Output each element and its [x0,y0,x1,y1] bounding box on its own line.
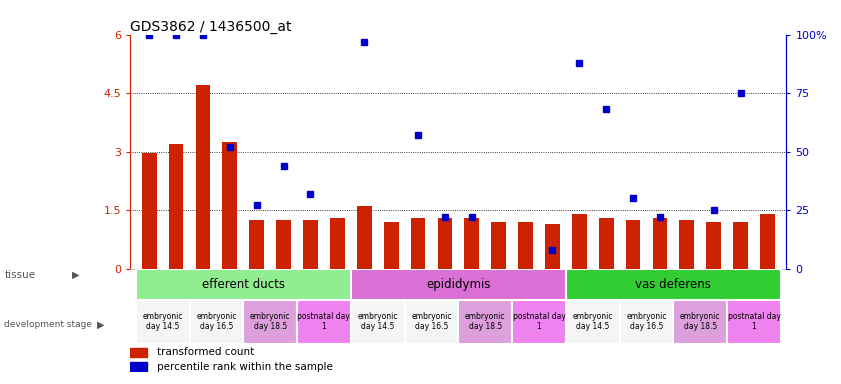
Bar [303,220,318,268]
Text: GDS3862 / 1436500_at: GDS3862 / 1436500_at [130,20,292,33]
Bar [169,144,183,268]
Text: percentile rank within the sample: percentile rank within the sample [156,362,332,372]
Bar [518,222,533,268]
Bar [566,268,781,300]
Text: embryonic
day 16.5: embryonic day 16.5 [627,312,667,331]
Text: transformed count: transformed count [156,348,254,358]
Bar [383,222,399,268]
Bar [189,300,243,344]
Text: embryonic
day 14.5: embryonic day 14.5 [142,312,182,331]
Bar [405,300,458,344]
Bar [674,300,727,344]
Bar [410,218,426,268]
Text: tissue: tissue [4,270,35,280]
Bar [464,218,479,268]
Text: postnatal day
1: postnatal day 1 [298,312,351,331]
Text: postnatal day
1: postnatal day 1 [512,312,565,331]
Bar [706,222,721,268]
Text: vas deferens: vas deferens [636,278,711,291]
Bar [142,154,156,268]
Bar [491,222,506,268]
Bar [566,300,620,344]
Text: embryonic
day 18.5: embryonic day 18.5 [680,312,721,331]
Bar [437,218,452,268]
Text: ▶: ▶ [97,319,104,329]
Bar [626,220,641,268]
Bar [351,268,566,300]
Bar [135,300,189,344]
Bar [330,218,345,268]
Bar [297,300,351,344]
Bar [130,348,146,357]
Bar [276,220,291,268]
Bar [680,220,695,268]
Text: embryonic
day 16.5: embryonic day 16.5 [196,312,236,331]
Bar [243,300,297,344]
Text: postnatal day
1: postnatal day 1 [727,312,780,331]
Bar [249,220,264,268]
Bar [653,218,668,268]
Text: embryonic
day 14.5: embryonic day 14.5 [357,312,398,331]
Bar [196,85,210,268]
Text: development stage: development stage [4,320,93,329]
Bar [599,218,614,268]
Bar [357,206,372,268]
Text: efferent ducts: efferent ducts [202,278,285,291]
Text: embryonic
day 14.5: embryonic day 14.5 [573,312,613,331]
Text: embryonic
day 18.5: embryonic day 18.5 [465,312,505,331]
Bar [222,142,237,268]
Text: embryonic
day 16.5: embryonic day 16.5 [411,312,452,331]
Text: ▶: ▶ [71,270,79,280]
Text: embryonic
day 18.5: embryonic day 18.5 [250,312,290,331]
Bar [458,300,512,344]
Bar [572,214,587,268]
Bar [727,300,781,344]
Bar [130,362,146,371]
Bar [351,300,405,344]
Bar [135,268,351,300]
Bar [545,223,560,268]
Text: epididymis: epididymis [426,278,490,291]
Bar [512,300,566,344]
Bar [733,222,748,268]
Bar [760,214,775,268]
Bar [620,300,674,344]
